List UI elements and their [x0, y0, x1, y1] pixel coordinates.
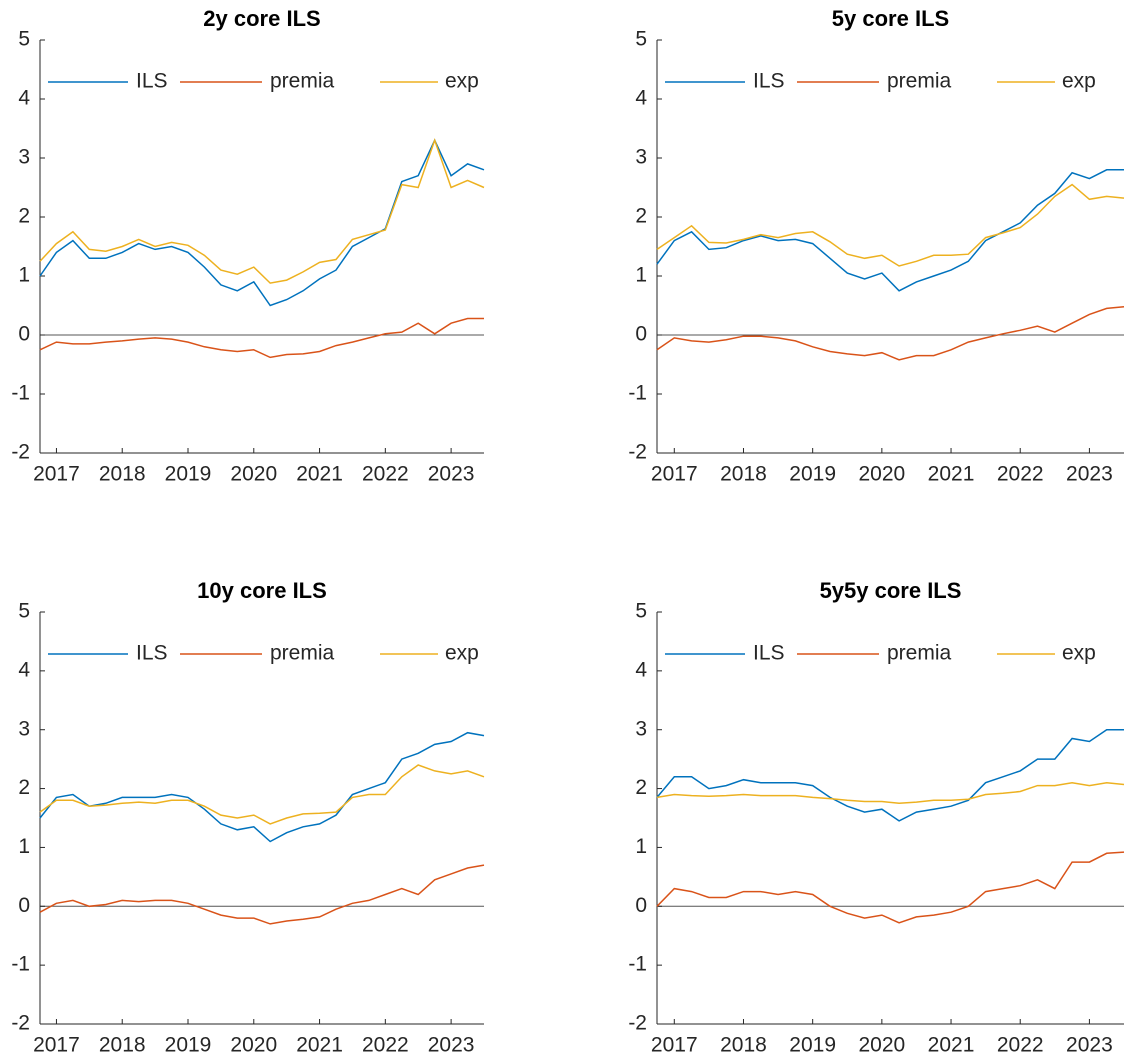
y-tick-label: 1: [635, 264, 647, 287]
legend-label: exp: [1062, 642, 1096, 665]
y-tick-label: 3: [635, 146, 647, 169]
x-tick-label: 2023: [428, 1034, 475, 1057]
y-tick-label: 0: [18, 894, 30, 917]
y-tick-label: 5: [18, 600, 30, 623]
series-line: [656, 305, 1125, 361]
y-tick-label: 4: [18, 87, 30, 110]
legend-label: exp: [445, 642, 479, 665]
x-tick-label: 2017: [651, 463, 698, 486]
x-tick-label: 2018: [720, 463, 767, 486]
x-tick-label: 2017: [33, 1034, 80, 1057]
x-tick-label: 2020: [230, 463, 277, 486]
y-tick-label: -2: [628, 441, 647, 464]
x-tick-label: 2021: [928, 1034, 975, 1057]
legend-label: exp: [1062, 70, 1096, 93]
legend-label: exp: [445, 70, 479, 93]
x-tick-label: 2020: [230, 1034, 277, 1057]
y-tick-label: -2: [11, 1012, 30, 1035]
legend-label: premia: [887, 642, 952, 665]
y-tick-label: 1: [18, 264, 30, 287]
legend-label: premia: [270, 70, 335, 93]
series-line: [656, 851, 1125, 924]
series-line: [39, 864, 485, 925]
x-tick-label: 2018: [720, 1034, 767, 1057]
x-tick-label: 2021: [296, 463, 343, 486]
y-tick-label: 0: [635, 894, 647, 917]
chart-title: 10y core ILS: [197, 578, 327, 603]
series-line: [656, 183, 1125, 267]
x-tick-label: 2017: [651, 1034, 698, 1057]
y-tick-label: 1: [18, 835, 30, 858]
chart-title: 2y core ILS: [203, 6, 320, 31]
x-tick-label: 2023: [428, 463, 475, 486]
x-tick-label: 2019: [789, 463, 836, 486]
y-tick-label: -1: [11, 953, 30, 976]
y-tick-label: 5: [635, 600, 647, 623]
x-tick-label: 2020: [858, 463, 905, 486]
series-line: [39, 138, 485, 284]
y-tick-label: 2: [18, 205, 30, 228]
x-tick-label: 2019: [165, 1034, 212, 1057]
y-tick-label: 4: [635, 87, 647, 110]
y-tick-label: -2: [628, 1012, 647, 1035]
y-tick-label: 4: [18, 658, 30, 681]
legend-label: premia: [270, 642, 335, 665]
x-tick-label: 2023: [1066, 1034, 1113, 1057]
x-tick-label: 2019: [789, 1034, 836, 1057]
x-tick-label: 2022: [362, 463, 409, 486]
x-tick-label: 2021: [928, 463, 975, 486]
y-tick-label: -2: [11, 441, 30, 464]
x-tick-label: 2020: [858, 1034, 905, 1057]
y-tick-label: -1: [628, 953, 647, 976]
x-tick-label: 2021: [296, 1034, 343, 1057]
y-tick-label: 3: [18, 146, 30, 169]
legend-label: ILS: [753, 70, 785, 93]
x-tick-label: 2017: [33, 463, 80, 486]
y-tick-label: 5: [18, 28, 30, 51]
chart-title: 5y5y core ILS: [820, 578, 962, 603]
series-line: [656, 728, 1124, 822]
y-tick-label: 3: [635, 717, 647, 740]
series-line: [39, 317, 484, 359]
legend-label: ILS: [753, 642, 785, 665]
x-tick-label: 2022: [362, 1034, 409, 1057]
y-tick-label: 2: [635, 776, 647, 799]
y-tick-label: 3: [18, 717, 30, 740]
legend-label: premia: [887, 70, 952, 93]
y-tick-label: -1: [628, 382, 647, 405]
y-tick-label: 4: [635, 658, 647, 681]
y-tick-label: 0: [635, 323, 647, 346]
series-line: [39, 764, 485, 825]
series-line: [656, 781, 1125, 805]
y-tick-label: 2: [18, 776, 30, 799]
x-tick-label: 2022: [997, 463, 1044, 486]
series-line: [39, 138, 485, 307]
x-tick-label: 2018: [99, 1034, 146, 1057]
y-tick-label: 2: [635, 205, 647, 228]
series-line: [39, 731, 485, 843]
legend-label: ILS: [136, 70, 168, 93]
chart-title: 5y core ILS: [832, 6, 949, 31]
y-tick-label: -1: [11, 382, 30, 405]
x-tick-label: 2019: [165, 463, 212, 486]
x-tick-label: 2022: [997, 1034, 1044, 1057]
y-tick-label: 0: [18, 323, 30, 346]
y-tick-label: 1: [635, 835, 647, 858]
x-tick-label: 2023: [1066, 463, 1113, 486]
legend-label: ILS: [136, 642, 168, 665]
x-tick-label: 2018: [99, 463, 146, 486]
series-line: [656, 169, 1124, 292]
y-tick-label: 5: [635, 28, 647, 51]
